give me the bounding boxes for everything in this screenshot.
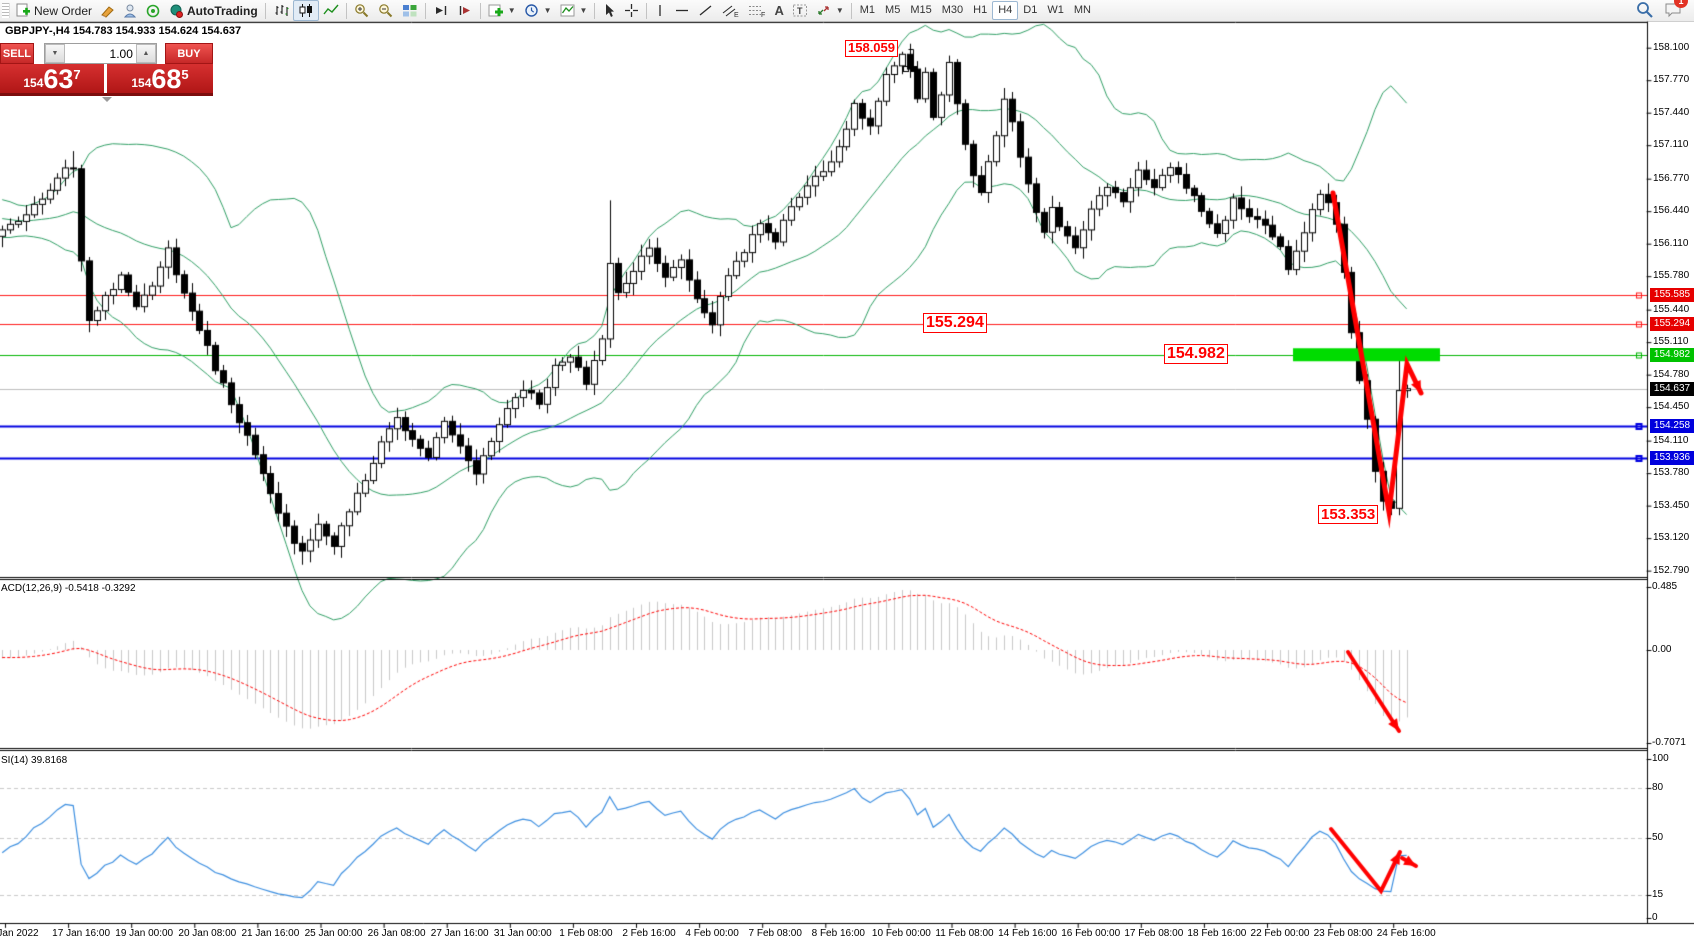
price-axis-tick: 154.450 (1653, 401, 1690, 413)
time-axis-label: 11 Feb 08:00 (935, 928, 994, 939)
macd-axis-label: 0.00 (1652, 644, 1672, 655)
sell-price-sup: 7 (73, 67, 81, 82)
one-click-trading-panel: SELL ▼ ▲ BUY 154 63 7 154 68 5 (0, 43, 213, 102)
macd-axis-label: 0.485 (1652, 581, 1678, 592)
price-axis-tick: 154.780 (1653, 368, 1690, 380)
sell-price[interactable]: 154 63 7 (0, 64, 104, 93)
annotation-price-label[interactable]: 154.982 (1164, 344, 1228, 365)
price-axis-tick: 153.780 (1653, 467, 1690, 479)
one-click-panel-edge (0, 93, 213, 96)
rsi-axis-label: 0 (1652, 912, 1658, 923)
volume-decrease-button[interactable]: ▼ (44, 44, 65, 63)
time-axis-label: 31 Jan 00:00 (493, 928, 552, 939)
price-axis-tick: 157.110 (1653, 139, 1689, 151)
volume-input[interactable] (64, 44, 136, 63)
time-axis-label: 8 Feb 16:00 (811, 928, 865, 939)
price-axis-tick: 156.770 (1653, 172, 1690, 184)
time-axis-label: 17 Feb 08:00 (1124, 928, 1184, 939)
price-axis-tick: 155.780 (1653, 270, 1690, 282)
symbol-ohlc-line: GBPJPY-,H4 154.783 154.933 154.624 154.6… (5, 25, 242, 37)
price-axis-tick: 153.120 (1653, 532, 1690, 544)
price-axis-badge: 155.294 (1650, 317, 1694, 332)
sell-price-prefix: 154 (23, 76, 44, 90)
time-axis-label: 18 Feb 16:00 (1187, 928, 1247, 939)
annotation-price-label[interactable]: 153.353 (1318, 505, 1379, 525)
annotation-price-label[interactable]: 158.059 (845, 40, 898, 57)
price-axis-tick: 157.770 (1653, 74, 1690, 86)
time-axis-label: 20 Jan 08:00 (178, 928, 237, 939)
sell-price-big: 63 (43, 64, 74, 94)
price-axis-tick: 158.100 (1653, 41, 1690, 53)
rsi-axis-label: 80 (1652, 782, 1664, 793)
rsi-indicator-label: SI(14) 39.8168 (1, 755, 68, 766)
price-axis-badge: 155.585 (1650, 288, 1694, 303)
time-axis-label: Jan 2022 (0, 928, 39, 939)
rsi-axis-label: 50 (1652, 832, 1664, 843)
price-axis-tick: 154.110 (1653, 434, 1689, 446)
buy-price-sup: 5 (181, 67, 189, 82)
time-axis-label: 16 Feb 00:00 (1061, 928, 1121, 939)
price-axis-tick: 152.790 (1653, 564, 1690, 576)
price-axis-tick: 156.440 (1653, 205, 1690, 217)
time-axis-label: 24 Feb 16:00 (1376, 928, 1436, 939)
time-axis-label: 4 Feb 00:00 (685, 928, 739, 939)
price-axis-tick: 157.440 (1653, 106, 1690, 118)
price-axis-tick: 155.110 (1653, 336, 1689, 348)
time-axis-label: 10 Feb 00:00 (871, 928, 931, 939)
price-axis-badge: 153.936 (1650, 450, 1694, 465)
rsi-axis-label: 15 (1652, 889, 1664, 900)
buy-button[interactable]: BUY (164, 43, 213, 64)
price-axis-tick: 155.440 (1653, 303, 1690, 315)
time-axis-label: 2 Feb 16:00 (622, 928, 676, 939)
buy-price[interactable]: 154 68 5 (107, 64, 213, 93)
price-axis-tick: 156.110 (1653, 237, 1689, 249)
time-axis-label: 27 Jan 16:00 (430, 928, 489, 939)
macd-axis-label: -0.7071 (1652, 737, 1686, 748)
time-axis-label: 25 Jan 00:00 (304, 928, 363, 939)
buy-price-big: 68 (151, 64, 182, 94)
time-axis-label: 17 Jan 16:00 (52, 928, 111, 939)
volume-increase-button[interactable]: ▲ (135, 44, 156, 63)
price-axis-tick: 153.450 (1653, 499, 1690, 511)
rsi-axis-label: 100 (1652, 753, 1669, 764)
time-axis-label: 14 Feb 16:00 (998, 928, 1058, 939)
time-axis-label: 7 Feb 08:00 (748, 928, 802, 939)
time-axis-label: 22 Feb 00:00 (1250, 928, 1310, 939)
time-axis-label: 1 Feb 08:00 (559, 928, 613, 939)
macd-indicator-label: ACD(12,26,9) -0.5418 -0.3292 (1, 583, 136, 594)
buy-price-prefix: 154 (131, 76, 152, 90)
one-click-collapse-button[interactable] (101, 97, 112, 102)
sell-button[interactable]: SELL (0, 43, 34, 64)
price-axis-badge: 154.982 (1650, 347, 1694, 362)
time-axis-label: 23 Feb 08:00 (1313, 928, 1373, 939)
time-axis-label: 21 Jan 16:00 (241, 928, 300, 939)
time-axis-label: 26 Jan 08:00 (367, 928, 426, 939)
annotation-price-label[interactable]: 155.294 (923, 313, 987, 334)
time-axis-label: 19 Jan 00:00 (115, 928, 174, 939)
price-axis-badge: 154.258 (1650, 419, 1694, 434)
price-axis-badge: 154.637 (1650, 381, 1694, 396)
